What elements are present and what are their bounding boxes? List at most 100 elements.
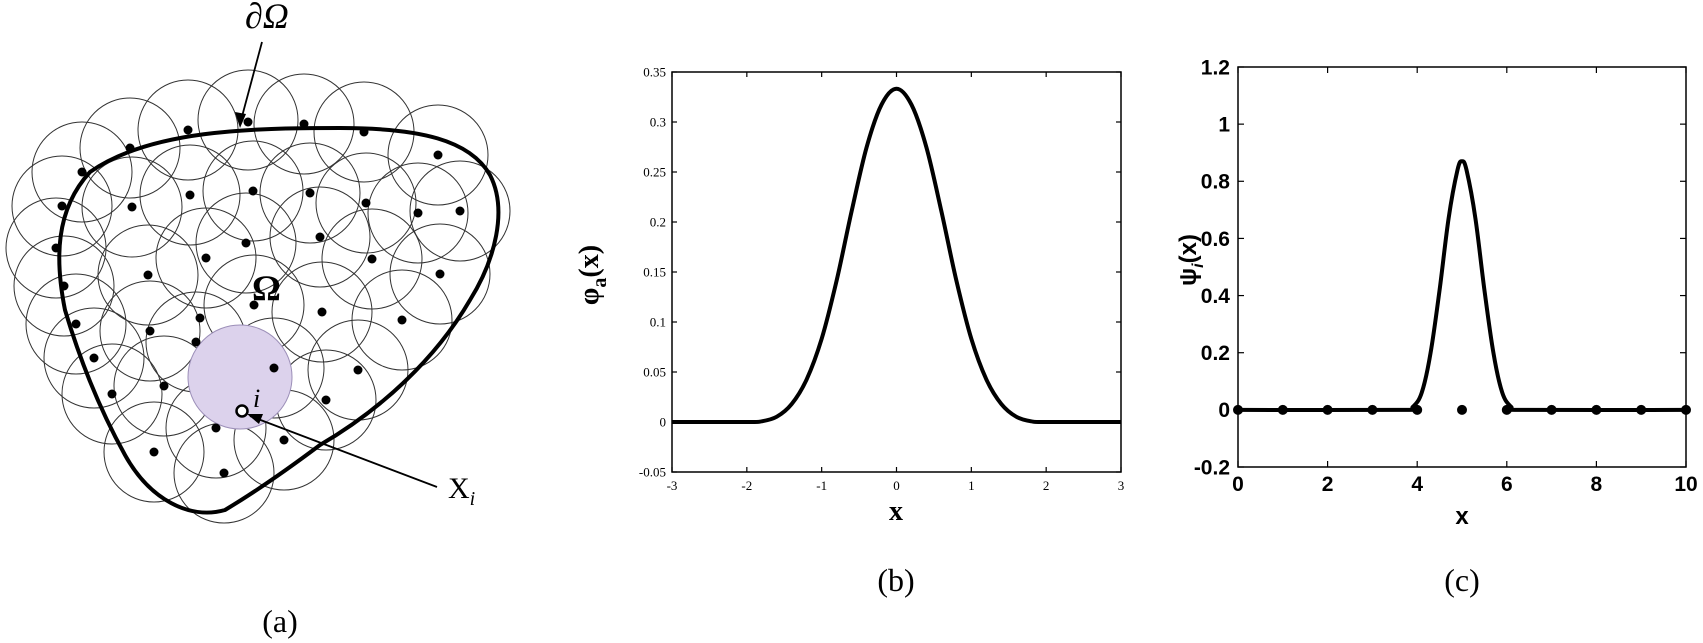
- x-tick-label: -1: [816, 478, 827, 493]
- node-point: [299, 119, 309, 129]
- y-tick-label: 0.35: [643, 65, 666, 80]
- support-circle: [99, 280, 201, 382]
- node-arrow: [249, 415, 438, 488]
- y-axis-label-b: φa(x): [574, 245, 611, 305]
- support-circle: [31, 121, 133, 223]
- node-point: [279, 435, 289, 445]
- node-point: [191, 337, 201, 347]
- boundary-label: ∂Ω: [245, 0, 289, 36]
- node-point: [305, 188, 315, 198]
- support-circle: [253, 73, 355, 175]
- y-axis-label-b-tail: (x): [574, 245, 605, 278]
- node-point: [89, 353, 99, 363]
- panel-a-meshfree-domain: ∂Ω Ω i Xi (a): [5, 0, 511, 639]
- x-tick-label: 0: [1232, 473, 1244, 496]
- node-point: [185, 190, 195, 200]
- node-arrowhead: [247, 414, 263, 424]
- y-tick-label: 0.6: [1201, 228, 1230, 251]
- y-tick-label: 0.3: [650, 115, 666, 130]
- boundary-arrowhead: [235, 112, 246, 128]
- x-tick-labels-c: 0 2 4 6 8 10: [1232, 473, 1698, 496]
- series-nodes: [1233, 404, 1691, 415]
- support-circle: [389, 223, 491, 325]
- node-point: [367, 254, 377, 264]
- x-tick-labels-b: -3 -2 -1 0 1 2 3: [667, 478, 1125, 493]
- y-tick-label: 1.2: [1201, 56, 1230, 79]
- highlight-circle-outline: [187, 324, 293, 430]
- support-circle: [269, 186, 371, 288]
- node-marker: [1636, 404, 1647, 415]
- x-tick-label: 2: [1043, 478, 1050, 493]
- node-point: [71, 319, 81, 329]
- node-point: [359, 127, 369, 137]
- node-point: [211, 423, 221, 433]
- x-tick-label: 4: [1411, 473, 1423, 496]
- x-tick-label: 2: [1322, 473, 1334, 496]
- y-tick-labels-b: -0.05 0 0.05 0.1 0.15 0.2 0.25 0.3 0.35: [639, 65, 666, 480]
- node-point: [241, 238, 251, 248]
- y-tick-label: 0.2: [650, 215, 666, 230]
- plot-frame-b: [671, 71, 1122, 473]
- caption-a: (a): [262, 603, 298, 639]
- node-i-marker: [235, 404, 249, 418]
- node-point: [159, 381, 169, 391]
- support-circle: [61, 343, 163, 445]
- node-point: [149, 447, 159, 457]
- x-tick-label: 1: [968, 478, 975, 493]
- node-point: [183, 125, 193, 135]
- y-tick-label: 0.15: [643, 265, 666, 280]
- plot-frame-c: [1237, 66, 1687, 468]
- node-point: [127, 202, 137, 212]
- panel-b-chart: -3 -2 -1 0 1 2 3 -0.05 0 0.05 0.1 0.15 0.2 0.25 0.3 0.…: [574, 65, 1124, 598]
- node-point: [243, 117, 253, 127]
- support-circle: [79, 97, 181, 199]
- node-point: [195, 313, 205, 323]
- node-marker: [1277, 404, 1288, 415]
- x-tick-label: 8: [1591, 473, 1603, 496]
- node-point: [143, 270, 153, 280]
- y-tick-labels-c: -0.2 0 0.2 0.4 0.6 0.8 1 1.2: [1194, 56, 1231, 479]
- node-point: [248, 186, 258, 196]
- boundary-arrow: [239, 41, 263, 125]
- y-tick-label: 0: [660, 415, 667, 430]
- support-circle: [155, 207, 257, 309]
- node-point: [107, 389, 117, 399]
- node-point: [57, 201, 67, 211]
- node-point: [145, 326, 155, 336]
- node-point: [219, 468, 229, 478]
- node-point: [455, 206, 465, 216]
- support-circle: [103, 401, 205, 503]
- support-circle: [81, 156, 183, 258]
- support-circles: [5, 69, 511, 524]
- point-label-sub: i: [470, 488, 476, 510]
- node-marker: [1457, 404, 1467, 415]
- support-circle: [387, 104, 489, 206]
- domain-boundary: [57, 125, 501, 515]
- x-tick-label: 3: [1118, 478, 1125, 493]
- ticks-b: [671, 71, 1122, 473]
- highlighted-support-domain: [188, 325, 292, 429]
- node-point: [77, 167, 87, 177]
- caption-b: (b): [877, 562, 914, 598]
- support-circle: [259, 142, 361, 244]
- x-tick-label: 6: [1501, 473, 1513, 496]
- point-label: Xi: [448, 472, 475, 510]
- node-point: [51, 243, 61, 253]
- panel-c-chart: 0 2 4 6 8 10 -0.200.20.40.60.811.2 x ψi(x) (c…: [1175, 56, 1698, 598]
- node-point: [397, 315, 407, 325]
- node-point: [315, 232, 325, 242]
- support-circle: [139, 144, 241, 246]
- support-circle: [367, 162, 469, 264]
- support-circle: [409, 160, 511, 262]
- node-point: [433, 150, 443, 160]
- node-marker: [1412, 404, 1423, 415]
- x-tick-label: 0: [893, 478, 900, 493]
- y-axis-label-b-sub: a: [589, 278, 611, 288]
- y-tick-label: 0.1: [650, 315, 666, 330]
- y-tick-label: -0.05: [639, 465, 666, 480]
- support-circle: [43, 307, 145, 409]
- x-axis-label-c: x: [1455, 503, 1469, 530]
- y-tick-label: 0.25: [643, 165, 666, 180]
- y-tick-label: 0.2: [1201, 342, 1230, 365]
